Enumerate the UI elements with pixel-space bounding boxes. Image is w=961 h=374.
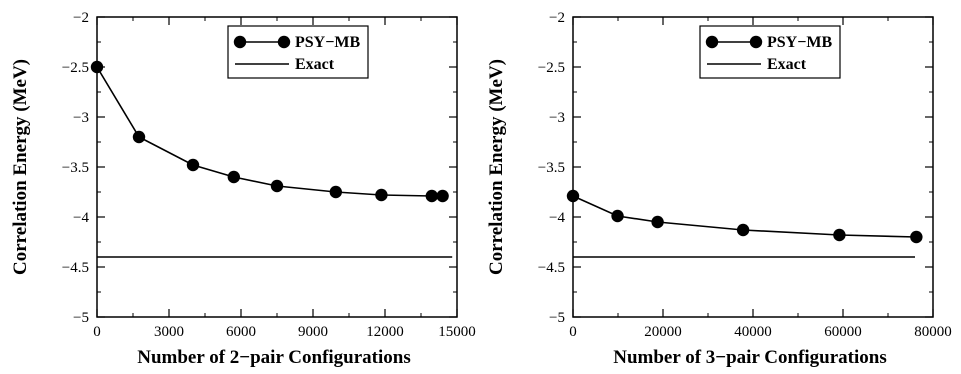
y-tick-label: −4.5 xyxy=(538,260,565,276)
y-tick-label: −4 xyxy=(549,210,565,226)
y-axis-title: Correlation Energy (MeV) xyxy=(10,59,31,275)
y-tick-label: −3 xyxy=(549,110,565,126)
x-tick-label: 20000 xyxy=(644,324,682,340)
x-tick-label: 6000 xyxy=(226,324,256,340)
y-tick-label: −3.5 xyxy=(62,160,89,176)
y-tick-label: −3 xyxy=(73,110,89,126)
y-tick-label: −2 xyxy=(549,10,565,26)
x-tick-label: 80000 xyxy=(914,324,952,340)
legend-psy-mb-label: PSY−MB xyxy=(295,34,360,51)
y-tick-label: −2.5 xyxy=(62,60,89,76)
psy-mb-line xyxy=(572,195,917,238)
psy-mb-line xyxy=(96,66,443,197)
legend: PSY−MB Exact xyxy=(227,25,369,79)
legend: PSY−MB Exact xyxy=(699,25,841,79)
legend-exact-label: Exact xyxy=(767,56,807,73)
psy-mb-point xyxy=(651,215,664,229)
y-tick-label: −2 xyxy=(73,10,89,26)
psy-mb-point xyxy=(375,188,388,202)
x-tick-label: 9000 xyxy=(298,324,328,340)
x-tick-label: 40000 xyxy=(734,324,772,340)
y-tick-label: −2.5 xyxy=(538,60,565,76)
psy-mb-point xyxy=(186,158,200,172)
psy-mb-point xyxy=(611,209,624,223)
legend-exact-label: Exact xyxy=(295,56,335,73)
legend-psy-mb-marker xyxy=(705,35,719,49)
psy-mb-point xyxy=(736,223,750,237)
y-tick-label: −5 xyxy=(549,310,565,326)
y-tick-label: −3.5 xyxy=(538,160,565,176)
x-tick-label: 0 xyxy=(569,324,577,340)
legend-psy-mb-marker xyxy=(233,35,247,49)
legend-psy-mb-label: PSY−MB xyxy=(767,34,832,51)
legend-box xyxy=(227,25,369,79)
psy-mb-point xyxy=(910,230,923,244)
x-tick-label: 15000 xyxy=(438,324,476,340)
psy-mb-point xyxy=(329,185,342,199)
psy-mb-point xyxy=(425,189,438,203)
psy-mb-point xyxy=(436,189,449,203)
psy-mb-point xyxy=(270,179,284,193)
y-axis-title: Correlation Energy (MeV) xyxy=(486,59,507,275)
y-tick-label: −4 xyxy=(73,210,89,226)
psy-mb-point xyxy=(132,130,146,144)
y-tick-label: −4.5 xyxy=(62,260,89,276)
chart-panel-2-pair: 0 3000 6000 9000 12000 15000 −2 −2.5 −3 −3.5 −4 −4.… xyxy=(10,10,476,368)
y-tick-label: −5 xyxy=(73,310,89,326)
x-tick-label: 60000 xyxy=(824,324,862,340)
legend-box xyxy=(699,25,841,79)
psy-mb-point xyxy=(90,60,104,74)
psy-mb-point xyxy=(833,228,846,242)
legend-psy-mb-marker xyxy=(277,35,291,49)
psy-mb-point xyxy=(227,170,240,184)
psy-mb-point xyxy=(566,189,580,203)
legend-psy-mb-marker xyxy=(749,35,763,49)
x-tick-label: 0 xyxy=(93,324,101,340)
x-axis-title: Number of 2−pair Configurations xyxy=(137,347,411,368)
x-tick-label: 12000 xyxy=(366,324,404,340)
x-tick-label: 3000 xyxy=(154,324,184,340)
chart-panel-3-pair: 0 20000 40000 60000 80000 −2 −2.5 −3 −3.5 −4 −4.5 −… xyxy=(486,10,952,368)
x-axis-title: Number of 3−pair Configurations xyxy=(613,347,887,368)
